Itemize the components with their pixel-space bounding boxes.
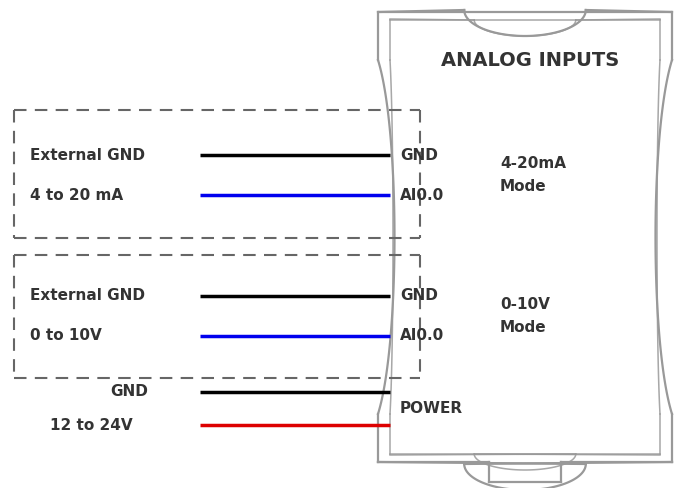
Text: External GND: External GND xyxy=(30,288,145,304)
Text: POWER: POWER xyxy=(400,401,463,416)
Text: GND: GND xyxy=(400,147,438,163)
Text: ANALOG INPUTS: ANALOG INPUTS xyxy=(441,50,619,69)
Text: 4 to 20 mA: 4 to 20 mA xyxy=(30,187,123,203)
Text: AI0.0: AI0.0 xyxy=(400,187,444,203)
Text: GND: GND xyxy=(110,385,148,400)
Text: 12 to 24V: 12 to 24V xyxy=(50,418,132,432)
Text: GND: GND xyxy=(400,288,438,304)
Text: External GND: External GND xyxy=(30,147,145,163)
Text: 4-20mA
Mode: 4-20mA Mode xyxy=(500,156,566,194)
Text: 0-10V
Mode: 0-10V Mode xyxy=(500,297,550,335)
Text: 0 to 10V: 0 to 10V xyxy=(30,328,101,344)
Text: AI0.0: AI0.0 xyxy=(400,328,444,344)
